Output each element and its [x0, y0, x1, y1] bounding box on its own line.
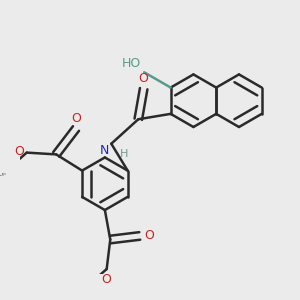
Text: HO: HO [122, 56, 141, 70]
Text: O: O [14, 145, 24, 158]
Text: O: O [144, 230, 154, 242]
Text: O: O [72, 112, 82, 125]
Text: O: O [139, 71, 148, 85]
Text: H: H [120, 149, 128, 159]
Text: methyl: methyl [2, 174, 7, 175]
Text: N: N [100, 144, 109, 158]
Text: O: O [102, 273, 112, 286]
Text: methyl: methyl [0, 175, 5, 176]
Text: methyl: methyl [2, 173, 7, 175]
